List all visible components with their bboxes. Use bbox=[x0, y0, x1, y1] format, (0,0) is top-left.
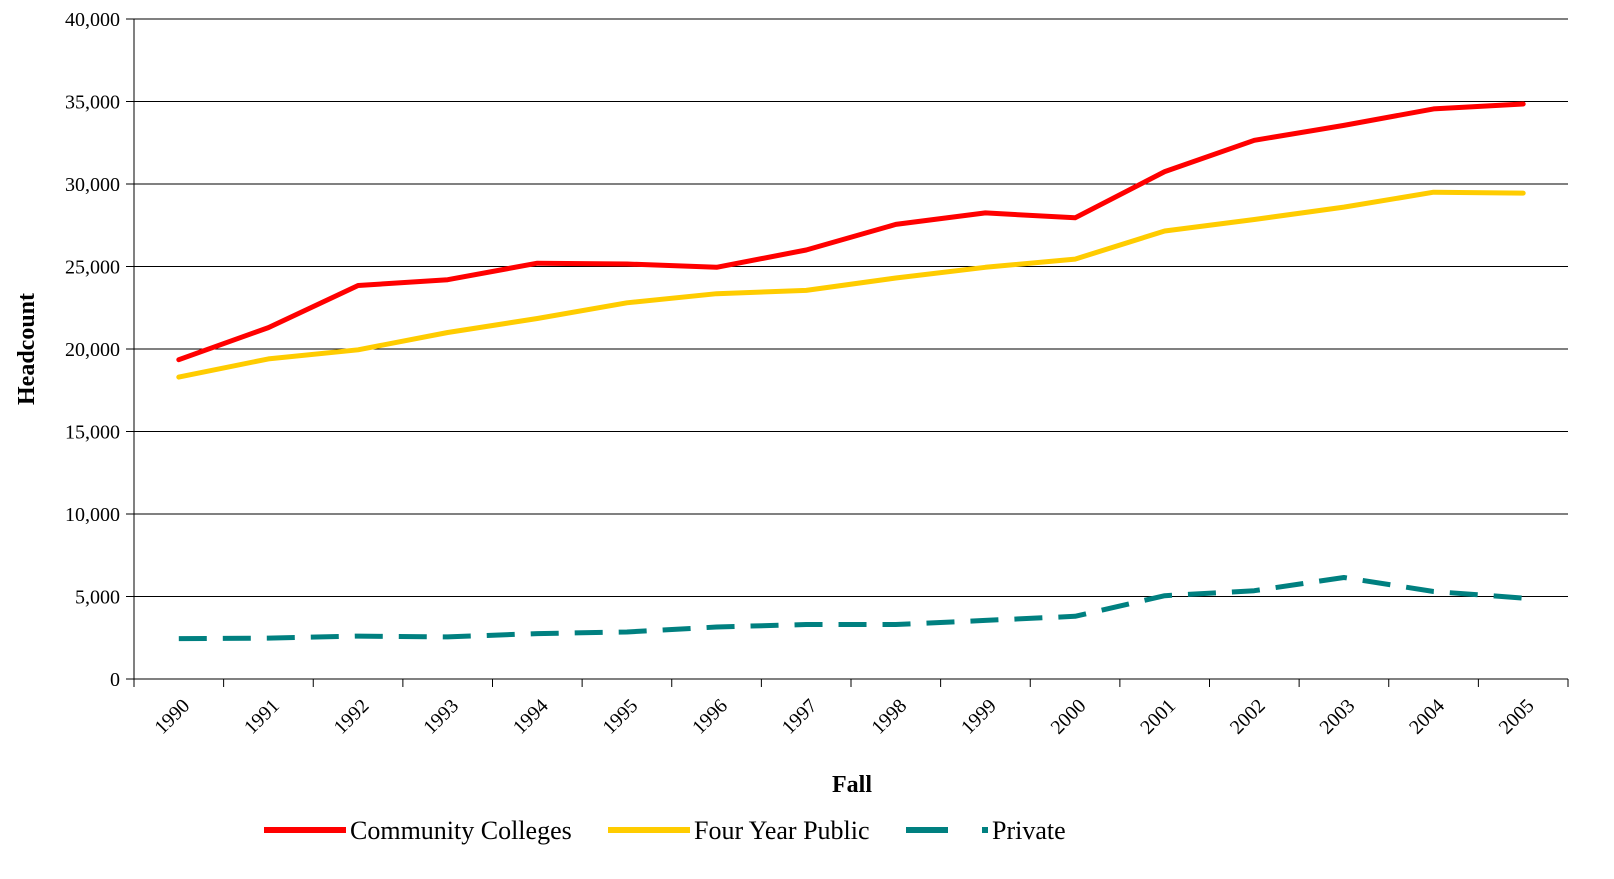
x-tick-label: 1990 bbox=[150, 695, 194, 739]
series-line-private bbox=[178, 575, 1524, 642]
y-tick-labels: 0 5,000 10,000 15,000 20,000 25,000 30,000 35,0… bbox=[65, 9, 120, 691]
legend-label: Four Year Public bbox=[694, 816, 870, 845]
series-line-community-colleges bbox=[176, 101, 1526, 363]
x-tick-label: 1992 bbox=[330, 695, 374, 739]
x-tick-label: 2004 bbox=[1405, 695, 1449, 739]
x-tick-label: 1997 bbox=[778, 695, 822, 739]
x-tick-label: 1996 bbox=[688, 695, 732, 739]
y-tick-label: 20,000 bbox=[65, 339, 120, 361]
y-axis-title: Headcount bbox=[14, 293, 40, 405]
y-tick-label: 40,000 bbox=[65, 9, 120, 31]
y-tick-label: 15,000 bbox=[65, 422, 120, 444]
x-tick-labels: 1990 1991 1992 1993 1994 1995 1996 1997 1998 1999… bbox=[150, 695, 1538, 739]
x-tick-label: 1991 bbox=[240, 695, 284, 739]
y-tick-label: 25,000 bbox=[65, 257, 120, 279]
x-tick-label: 1995 bbox=[599, 695, 643, 739]
y-tick-label: 10,000 bbox=[65, 504, 120, 526]
series-line-four-year-public bbox=[176, 189, 1526, 380]
series-lines bbox=[176, 101, 1526, 642]
legend: Community Colleges Four Year Public Privat… bbox=[264, 816, 1066, 845]
x-tick-label: 1999 bbox=[957, 695, 1001, 739]
x-axis-title: Fall bbox=[832, 772, 872, 798]
x-tick-label: 2000 bbox=[1047, 695, 1091, 739]
y-tick-label: 30,000 bbox=[65, 174, 120, 196]
x-tick-label: 1993 bbox=[419, 695, 463, 739]
y-tick-label: 35,000 bbox=[65, 92, 120, 114]
x-tick-label: 2001 bbox=[1136, 695, 1180, 739]
y-tick-label: 5,000 bbox=[75, 587, 120, 609]
x-tick-label: 1998 bbox=[867, 695, 911, 739]
axes bbox=[126, 18, 1569, 687]
x-tick-label: 1994 bbox=[509, 695, 553, 739]
x-tick-label: 2003 bbox=[1316, 695, 1360, 739]
legend-label: Private bbox=[992, 816, 1066, 845]
legend-label: Community Colleges bbox=[350, 816, 572, 845]
gridlines bbox=[134, 18, 1568, 597]
x-tick-label: 2002 bbox=[1226, 695, 1270, 739]
y-tick-label: 0 bbox=[110, 669, 120, 691]
x-tick-label: 2005 bbox=[1495, 695, 1539, 739]
